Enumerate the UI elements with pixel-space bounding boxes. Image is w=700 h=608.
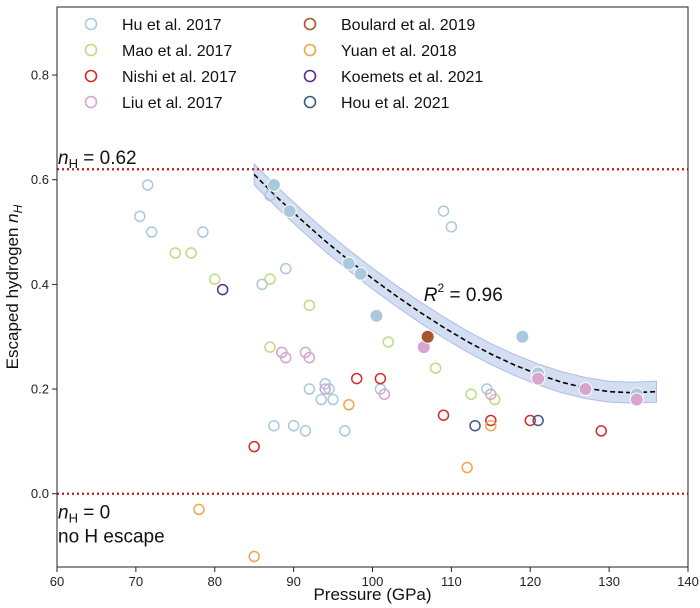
data-point-open <box>145 226 158 238</box>
fit-confidence-band <box>253 162 657 404</box>
data-point-open <box>465 388 477 401</box>
data-point-open <box>445 221 458 233</box>
data-point-open <box>343 399 355 411</box>
data-point-filled <box>420 329 435 344</box>
x-tick-label: 60 <box>50 574 64 589</box>
data-point-open <box>264 273 276 285</box>
legend-label: Mao et al. 2017 <box>122 43 232 60</box>
data-point-open <box>279 351 292 364</box>
data-point-open <box>193 503 205 516</box>
legend-label: Hou et al. 2021 <box>341 95 450 112</box>
data-point-open <box>437 409 450 421</box>
data-point-open <box>461 461 473 474</box>
y-tick-label: 0.0 <box>31 486 49 501</box>
data-point-filled <box>629 392 644 407</box>
legend-marker <box>84 95 98 109</box>
legend-marker <box>303 43 317 57</box>
y-axis-ticks: 0.0 0.2 0.4 0.6 0.8 <box>31 68 57 501</box>
data-point-open <box>279 262 292 275</box>
legend-marker <box>303 95 317 109</box>
data-point-open <box>169 247 182 259</box>
data-point-open <box>323 383 335 395</box>
data-point-open <box>299 425 312 437</box>
data-point-open <box>429 362 442 374</box>
legend-marker <box>303 69 317 83</box>
data-point-open <box>303 351 316 364</box>
data-point-open <box>287 419 300 432</box>
data-point-open <box>485 388 497 401</box>
data-point-open <box>469 419 481 432</box>
legend-label: Liu et al. 2017 <box>122 95 223 112</box>
data-point-open <box>303 383 316 395</box>
y-tick-label: 0.2 <box>31 382 49 397</box>
legend-marker <box>303 17 317 31</box>
legend-marker <box>84 17 98 31</box>
data-point-open <box>248 550 260 563</box>
data-point-filled <box>369 308 384 323</box>
legend-marker <box>84 69 98 83</box>
x-tick-label: 140 <box>677 574 699 589</box>
threshold-lines <box>57 168 688 495</box>
data-point-open <box>327 393 339 406</box>
data-point-open <box>437 205 450 217</box>
y-tick-label: 0.8 <box>31 68 49 83</box>
zero-limit-label: nH = 0 <box>58 503 110 526</box>
r-squared-label: R2 = 0.96 <box>424 281 503 306</box>
x-tick-label: 70 <box>129 574 143 589</box>
legend-label: Boulard et al. 2019 <box>341 17 475 34</box>
confidence-band <box>253 162 657 404</box>
data-point-open <box>532 414 544 427</box>
data-point-open <box>350 372 363 385</box>
legend: Hu et al. 2017 Mao et al. 2017 Nishi et al… <box>84 17 483 112</box>
y-axis-label: Escaped hydrogen nH <box>3 204 25 369</box>
x-tick-label: 120 <box>519 574 541 589</box>
data-point-open <box>197 226 209 238</box>
data-point-open <box>315 393 327 406</box>
legend-marker <box>84 43 98 57</box>
legend-label: Koemets et al. 2021 <box>341 69 483 86</box>
x-axis-ticks: 60 70 80 90 100 110 120 130 140 <box>50 567 699 589</box>
data-point-open <box>595 425 607 437</box>
data-point-open <box>485 419 497 432</box>
legend-label: Hu et al. 2017 <box>122 17 222 34</box>
data-point-filled <box>515 329 530 344</box>
legend-label: Nishi et al. 2017 <box>122 69 237 86</box>
data-point-open <box>339 425 351 437</box>
data-point-open <box>268 419 280 432</box>
y-tick-label: 0.4 <box>31 277 49 292</box>
x-tick-label: 100 <box>362 574 384 589</box>
data-point-open <box>256 278 268 291</box>
data-point-open <box>134 210 146 223</box>
x-tick-label: 80 <box>208 574 222 589</box>
x-tick-label: 130 <box>598 574 620 589</box>
x-axis-label: Pressure (GPa) <box>313 585 431 604</box>
data-point-open <box>378 388 391 401</box>
data-point-open <box>264 341 276 353</box>
data-points <box>134 177 644 563</box>
data-point-filled <box>353 266 368 281</box>
data-point-open <box>319 383 331 395</box>
x-tick-label: 90 <box>286 574 300 589</box>
legend-label: Yuan et al. 2018 <box>341 43 457 60</box>
data-point-open <box>141 179 154 191</box>
data-point-filled <box>578 382 593 397</box>
no-escape-label: no H escape <box>58 527 165 548</box>
data-point-open <box>374 372 387 385</box>
data-point-open <box>216 283 229 296</box>
data-point-open <box>303 299 316 312</box>
data-point-open <box>209 273 221 285</box>
data-point-open <box>248 440 260 453</box>
data-point-filled <box>341 256 356 271</box>
data-point-open <box>524 414 536 427</box>
data-point-open <box>185 247 197 259</box>
data-point-open <box>382 336 395 348</box>
upper-limit-label: nH = 0.62 <box>58 148 137 171</box>
data-point-filled <box>282 204 297 219</box>
x-tick-label: 110 <box>441 574 462 589</box>
data-point-filled <box>531 371 546 386</box>
data-point-open <box>485 414 497 427</box>
y-tick-label: 0.6 <box>31 172 49 187</box>
data-point-filled <box>266 177 281 192</box>
